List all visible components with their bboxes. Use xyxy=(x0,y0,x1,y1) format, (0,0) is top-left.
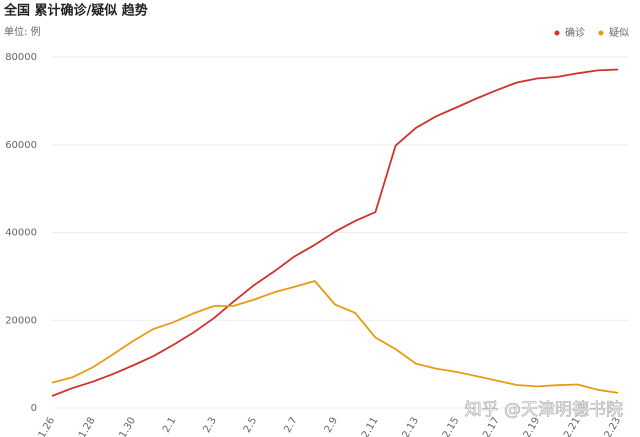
x-tick-label: 2.13 xyxy=(400,416,421,437)
y-tick-label: 0 xyxy=(31,403,37,414)
x-tick-label: 2.5 xyxy=(242,416,259,435)
x-tick-label: 2.7 xyxy=(282,416,299,435)
y-tick-label: 80000 xyxy=(5,52,37,63)
x-tick-label: 2.3 xyxy=(201,416,218,435)
x-tick-label: 2.1 xyxy=(161,416,178,435)
watermark: 知乎 @天津明德书院 xyxy=(465,400,623,420)
data-line xyxy=(51,68,619,397)
legend-label: 确诊 xyxy=(565,26,585,39)
y-tick-label: 20000 xyxy=(5,315,37,326)
y-tick-label: 60000 xyxy=(5,140,37,151)
x-tick-label: 2.15 xyxy=(441,416,462,437)
y-tick-label: 40000 xyxy=(5,228,37,239)
chart-subtitle: 单位: 例 xyxy=(4,25,41,38)
x-tick-label: 2.9 xyxy=(323,416,340,435)
legend-label: 疑似 xyxy=(609,27,629,39)
legend-marker xyxy=(598,30,604,36)
legend-marker xyxy=(554,30,560,36)
x-tick-label: 1.30 xyxy=(117,416,138,437)
x-tick-label: 1.28 xyxy=(77,416,98,437)
x-tick-label: 2.11 xyxy=(360,416,381,437)
x-tick-label: 1.26 xyxy=(37,416,58,437)
chart-title: 全国 累计确诊/疑似 趋势 xyxy=(3,3,148,19)
data-line xyxy=(51,280,619,394)
